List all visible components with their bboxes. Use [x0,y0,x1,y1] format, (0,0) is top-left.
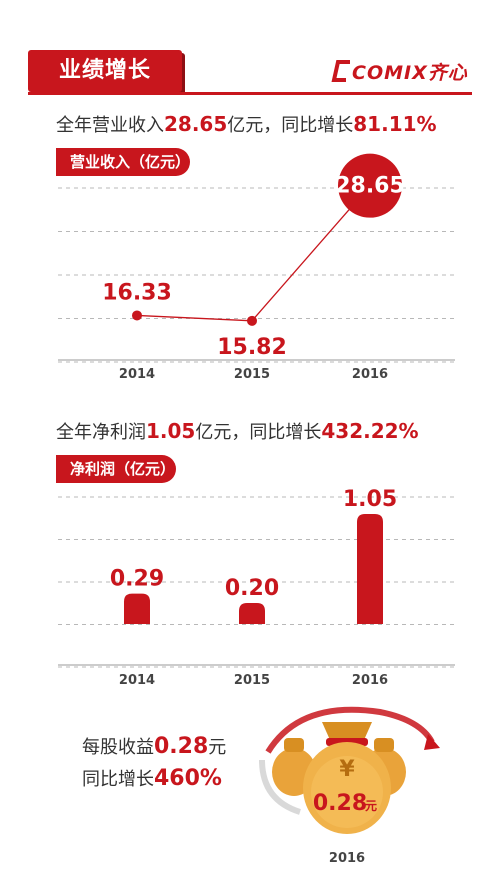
revenue-x-tick-label: 2015 [234,367,270,382]
eps-growth-line: 同比增长460% [82,765,222,791]
revenue-chart-label: 营业收入（亿元） [56,148,190,176]
revenue-data-label: 16.33 [102,280,172,305]
profit-data-label: 0.20 [225,576,279,601]
profit-x-tick-label: 2015 [234,673,270,688]
profit-bar [239,603,265,624]
revenue-x-tick-label: 2016 [352,367,388,382]
section-title-banner: 业绩增长 [28,50,182,92]
profit-summary: 全年净利润1.05亿元，同比增长432.22% [56,418,419,444]
revenue-point [247,315,257,326]
eps-prefix: 每股收益 [82,737,154,758]
eps-growth-value: 460% [154,766,222,791]
revenue-series-line [136,314,253,322]
header-divider [28,92,472,95]
brand-logo: COMIX齐心 [352,62,468,84]
bag-currency-symbol: ¥ [339,757,355,782]
eps-value: 0.28 [154,734,209,759]
revenue-data-label: 28.65 [335,174,405,199]
profit-summary-mid: 亿元，同比增长 [195,422,322,443]
profit-summary-prefix: 全年净利润 [56,422,146,443]
eps-line: 每股收益0.28元 [82,733,226,759]
profit-bar [357,514,383,624]
revenue-x-tick-label: 2014 [119,367,155,382]
bag-eps-value: 0.28 [313,791,367,816]
section-title: 业绩增长 [58,58,151,83]
bag-year-label: 2016 [329,851,365,866]
revenue-point-highlight [338,153,402,218]
bag-eps-unit: 元 [365,799,377,813]
revenue-growth-value: 81.11% [353,112,437,136]
profit-summary-value: 1.05 [146,419,196,443]
profit-bar [124,593,150,624]
revenue-data-label: 15.82 [217,335,287,360]
profit-x-tick-label: 2016 [352,673,388,688]
revenue-summary-value: 28.65 [164,112,228,136]
revenue-summary-prefix: 全年营业收入 [56,115,164,136]
profit-data-label: 1.05 [343,487,397,512]
swoosh-arrow-icon [265,706,435,754]
revenue-summary-mid: 亿元，同比增长 [227,115,354,136]
profit-chart-label: 净利润（亿元） [56,455,176,483]
revenue-summary: 全年营业收入28.65亿元，同比增长81.11% [56,111,437,137]
eps-suffix: 元 [208,737,227,758]
profit-data-label: 0.29 [110,567,164,592]
eps-growth-prefix: 同比增长 [82,769,154,790]
profit-growth-value: 432.22% [321,419,419,443]
revenue-point [132,310,142,321]
profit-x-tick-label: 2014 [119,673,155,688]
